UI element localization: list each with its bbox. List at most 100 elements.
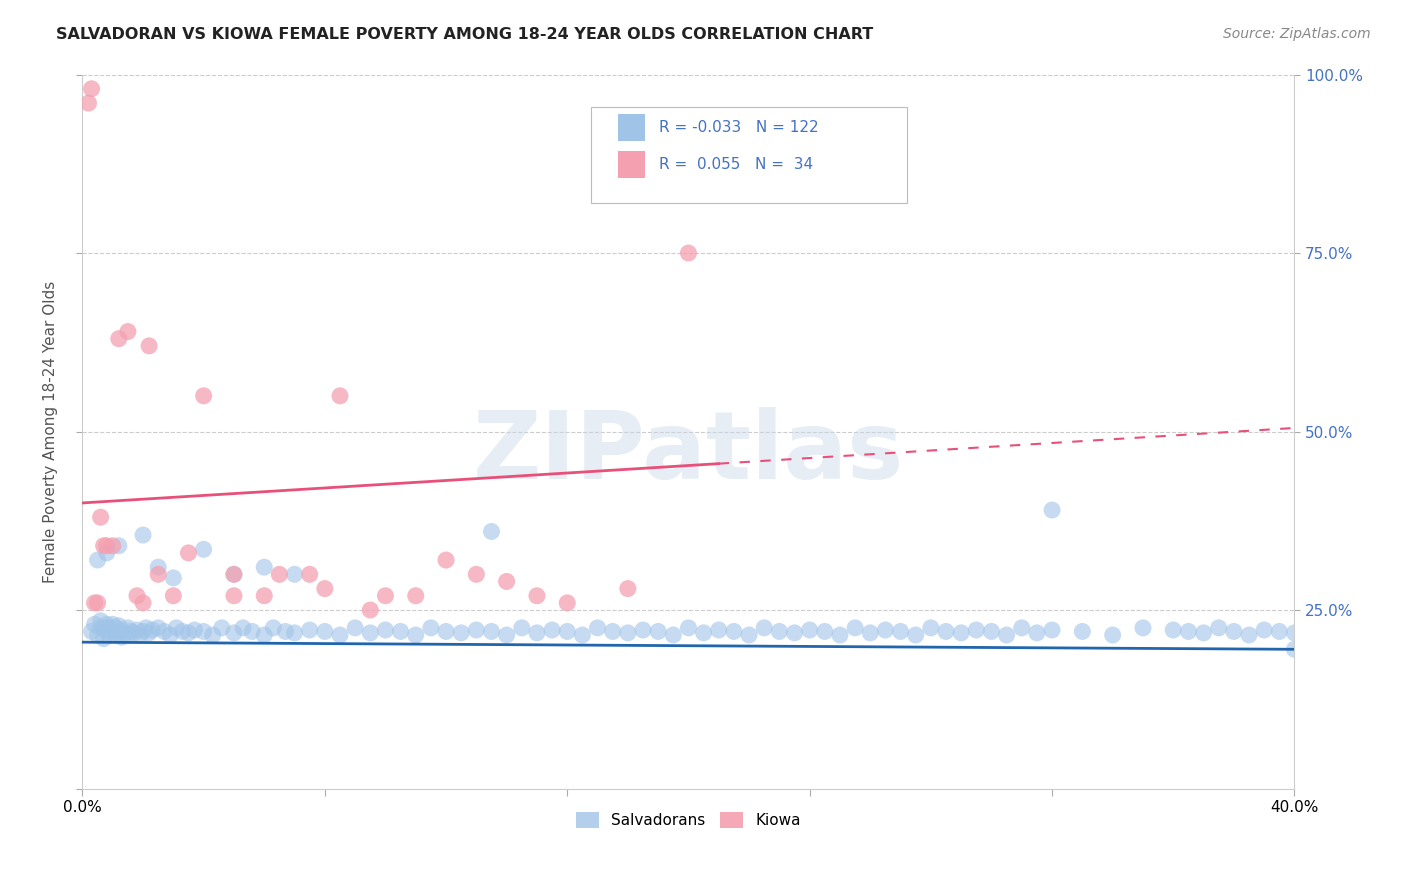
Salvadorans — [1192, 625, 1215, 640]
Salvadorans — [662, 628, 685, 642]
Salvadorans — [965, 623, 987, 637]
Salvadorans — [647, 624, 669, 639]
Salvadorans — [240, 624, 263, 639]
Salvadorans — [80, 624, 103, 639]
Salvadorans — [950, 625, 973, 640]
Salvadorans — [1177, 624, 1199, 639]
Salvadorans — [162, 571, 184, 585]
Text: SALVADORAN VS KIOWA FEMALE POVERTY AMONG 18-24 YEAR OLDS CORRELATION CHART: SALVADORAN VS KIOWA FEMALE POVERTY AMONG… — [56, 27, 873, 42]
Salvadorans — [980, 624, 1002, 639]
Bar — [619, 151, 645, 178]
Kiowa — [80, 82, 103, 96]
Kiowa — [314, 582, 336, 596]
Salvadorans — [344, 621, 367, 635]
Salvadorans — [1223, 624, 1246, 639]
Salvadorans — [262, 621, 284, 635]
Salvadorans — [405, 628, 427, 642]
Salvadorans — [935, 624, 957, 639]
Salvadorans — [211, 621, 233, 635]
Salvadorans — [692, 625, 714, 640]
Bar — [619, 114, 645, 141]
Salvadorans — [141, 623, 163, 637]
Kiowa — [148, 567, 170, 582]
Salvadorans — [723, 624, 745, 639]
Salvadorans — [1040, 503, 1063, 517]
Salvadorans — [117, 621, 139, 635]
Salvadorans — [904, 628, 927, 642]
Salvadorans — [1011, 621, 1033, 635]
Salvadorans — [1132, 621, 1154, 635]
Salvadorans — [274, 624, 297, 639]
Text: R = -0.033   N = 122: R = -0.033 N = 122 — [659, 120, 818, 135]
Kiowa — [101, 539, 124, 553]
Salvadorans — [783, 625, 806, 640]
Salvadorans — [129, 628, 152, 642]
Salvadorans — [481, 624, 503, 639]
Kiowa — [555, 596, 578, 610]
Kiowa — [138, 339, 160, 353]
Legend: Salvadorans, Kiowa: Salvadorans, Kiowa — [569, 806, 807, 834]
Salvadorans — [101, 617, 124, 632]
Salvadorans — [541, 623, 564, 637]
Kiowa — [193, 389, 215, 403]
Kiowa — [222, 567, 245, 582]
Kiowa — [359, 603, 381, 617]
Salvadorans — [995, 628, 1018, 642]
Salvadorans — [1025, 625, 1047, 640]
Salvadorans — [107, 618, 129, 632]
Salvadorans — [1284, 642, 1306, 657]
Salvadorans — [132, 624, 155, 639]
Salvadorans — [586, 621, 609, 635]
Kiowa — [526, 589, 548, 603]
Salvadorans — [389, 624, 412, 639]
Salvadorans — [96, 546, 118, 560]
Salvadorans — [125, 623, 148, 637]
Kiowa — [125, 589, 148, 603]
Salvadorans — [434, 624, 457, 639]
Salvadorans — [165, 621, 187, 635]
Salvadorans — [707, 623, 730, 637]
Salvadorans — [1161, 623, 1184, 637]
Kiowa — [96, 539, 118, 553]
Salvadorans — [101, 624, 124, 639]
Salvadorans — [602, 624, 624, 639]
Salvadorans — [96, 617, 118, 632]
Salvadorans — [120, 624, 142, 639]
Salvadorans — [104, 621, 127, 635]
Salvadorans — [1268, 624, 1291, 639]
Salvadorans — [754, 621, 776, 635]
Salvadorans — [1071, 624, 1094, 639]
Salvadorans — [374, 623, 396, 637]
Y-axis label: Female Poverty Among 18-24 Year Olds: Female Poverty Among 18-24 Year Olds — [44, 280, 58, 582]
Salvadorans — [253, 560, 276, 574]
Salvadorans — [135, 621, 157, 635]
Salvadorans — [359, 625, 381, 640]
Salvadorans — [859, 625, 882, 640]
Salvadorans — [86, 628, 108, 642]
Salvadorans — [201, 628, 224, 642]
Salvadorans — [183, 623, 205, 637]
Text: ZIPatlas: ZIPatlas — [472, 407, 904, 499]
Text: R =  0.055   N =  34: R = 0.055 N = 34 — [659, 157, 814, 172]
Salvadorans — [799, 623, 821, 637]
Salvadorans — [232, 621, 254, 635]
Salvadorans — [738, 628, 761, 642]
Kiowa — [117, 325, 139, 339]
Salvadorans — [107, 625, 129, 640]
Salvadorans — [1101, 628, 1123, 642]
Kiowa — [177, 546, 200, 560]
Salvadorans — [159, 628, 181, 642]
Salvadorans — [1284, 625, 1306, 640]
Salvadorans — [920, 621, 942, 635]
Salvadorans — [83, 617, 105, 632]
Salvadorans — [419, 621, 441, 635]
Kiowa — [298, 567, 321, 582]
Salvadorans — [177, 625, 200, 640]
Salvadorans — [117, 628, 139, 642]
Kiowa — [269, 567, 291, 582]
Salvadorans — [90, 614, 112, 628]
Kiowa — [329, 389, 352, 403]
Salvadorans — [114, 626, 136, 640]
Salvadorans — [828, 628, 851, 642]
Salvadorans — [1253, 623, 1275, 637]
